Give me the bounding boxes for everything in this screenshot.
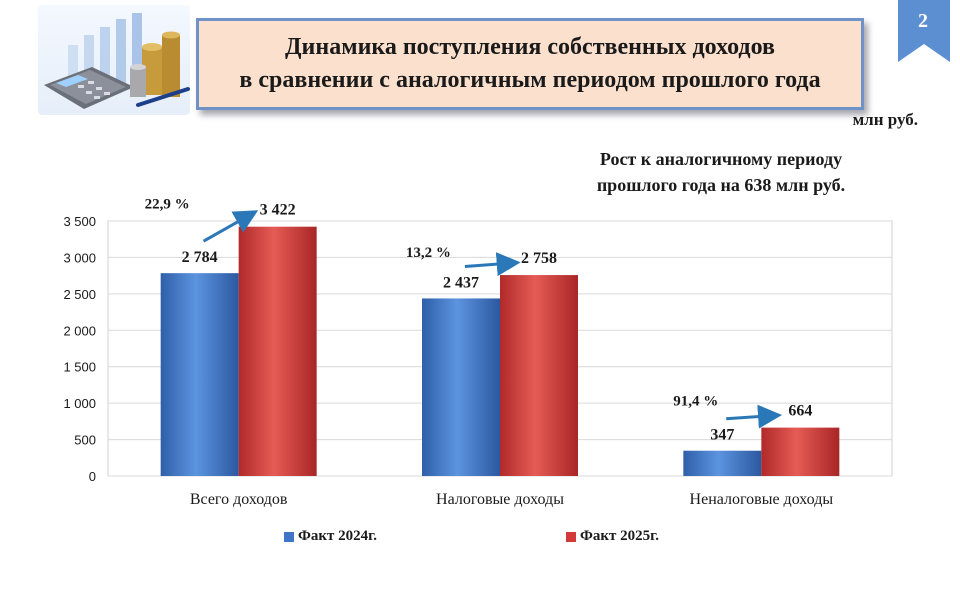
- legend-item-2025: Факт 2025г.: [566, 528, 659, 545]
- bar-2024: [683, 450, 762, 476]
- calculator-coins-icon: [44, 13, 190, 109]
- bar-value-label: 2 437: [443, 274, 479, 291]
- legend-label-2025: Факт 2025г.: [580, 528, 660, 544]
- y-tick-label: 1 500: [63, 360, 96, 375]
- slide-title-line-2: в сравнении с аналогичным периодом прошл…: [239, 67, 821, 93]
- growth-arrow: [202, 210, 259, 243]
- x-tick-label: Всего доходов: [190, 491, 288, 508]
- bar-value-label: 2 784: [182, 249, 218, 266]
- page-number: 2: [918, 10, 928, 32]
- chart-legend: Факт 2024г. Факт 2025г.: [0, 528, 960, 552]
- bar-2025: [761, 427, 840, 476]
- units-label: млн руб.: [852, 110, 918, 129]
- y-tick-label: 1 000: [63, 396, 96, 411]
- growth-note-line-2: прошлого года на 638 млн руб.: [596, 175, 846, 195]
- growth-percent-label: 91,4 %: [673, 394, 718, 410]
- bar-value-label: 664: [788, 403, 812, 420]
- x-tick-label: Неналоговые доходы: [690, 491, 834, 508]
- growth-arrow: [726, 404, 783, 429]
- y-tick-label: 2 000: [63, 323, 96, 338]
- y-tick-label: 2 500: [63, 287, 96, 302]
- bar-value-label: 347: [710, 427, 734, 444]
- legend-swatch-2025: [566, 531, 576, 542]
- legend-label-2024: Факт 2024г.: [298, 528, 378, 544]
- bar-value-label: 2 758: [521, 250, 557, 267]
- growth-percent-label: 22,9 %: [145, 197, 190, 213]
- y-tick-label: 500: [74, 433, 96, 448]
- y-tick-label: 3 500: [63, 214, 96, 229]
- legend-swatch-2024: [284, 531, 294, 542]
- legend-item-2024: Факт 2024г.: [284, 528, 377, 545]
- y-tick-label: 0: [89, 469, 96, 484]
- growth-arrow: [464, 252, 521, 277]
- slide-title-line-1: Динамика поступления собственных доходов: [285, 34, 775, 60]
- slide-title-box: Динамика поступления собственных доходов…: [196, 18, 864, 110]
- bar-2025: [500, 275, 578, 476]
- bar-2024: [160, 273, 239, 476]
- x-axis-ticks: Всего доходов Налоговые доходы Неналоговые…: [190, 491, 834, 508]
- y-tick-label: 3 000: [63, 250, 96, 265]
- growth-percent-label: 13,2 %: [406, 245, 451, 261]
- growth-note-line-1: Рост к аналогичному периоду: [599, 149, 843, 169]
- bars: [160, 226, 840, 476]
- growth-note: Рост к аналогичному периоду прошлого год…: [560, 146, 882, 198]
- growth-arrows: 22,9 % 13,2 % 91,4 %: [145, 197, 783, 429]
- bar-2025: [238, 226, 317, 476]
- finance-illustration: [38, 5, 190, 115]
- page-corner-shape: [898, 0, 950, 62]
- x-tick-label: Налоговые доходы: [436, 491, 564, 508]
- bar-value-labels: 2 784 3 422 2 437 2 758 347 664: [182, 202, 813, 444]
- bar-value-label: 3 422: [260, 202, 296, 219]
- bar-2024: [422, 298, 500, 476]
- y-axis-ticks: 0 500 1 000 1 500 2 000 2 500 3 000 3 500: [63, 214, 96, 484]
